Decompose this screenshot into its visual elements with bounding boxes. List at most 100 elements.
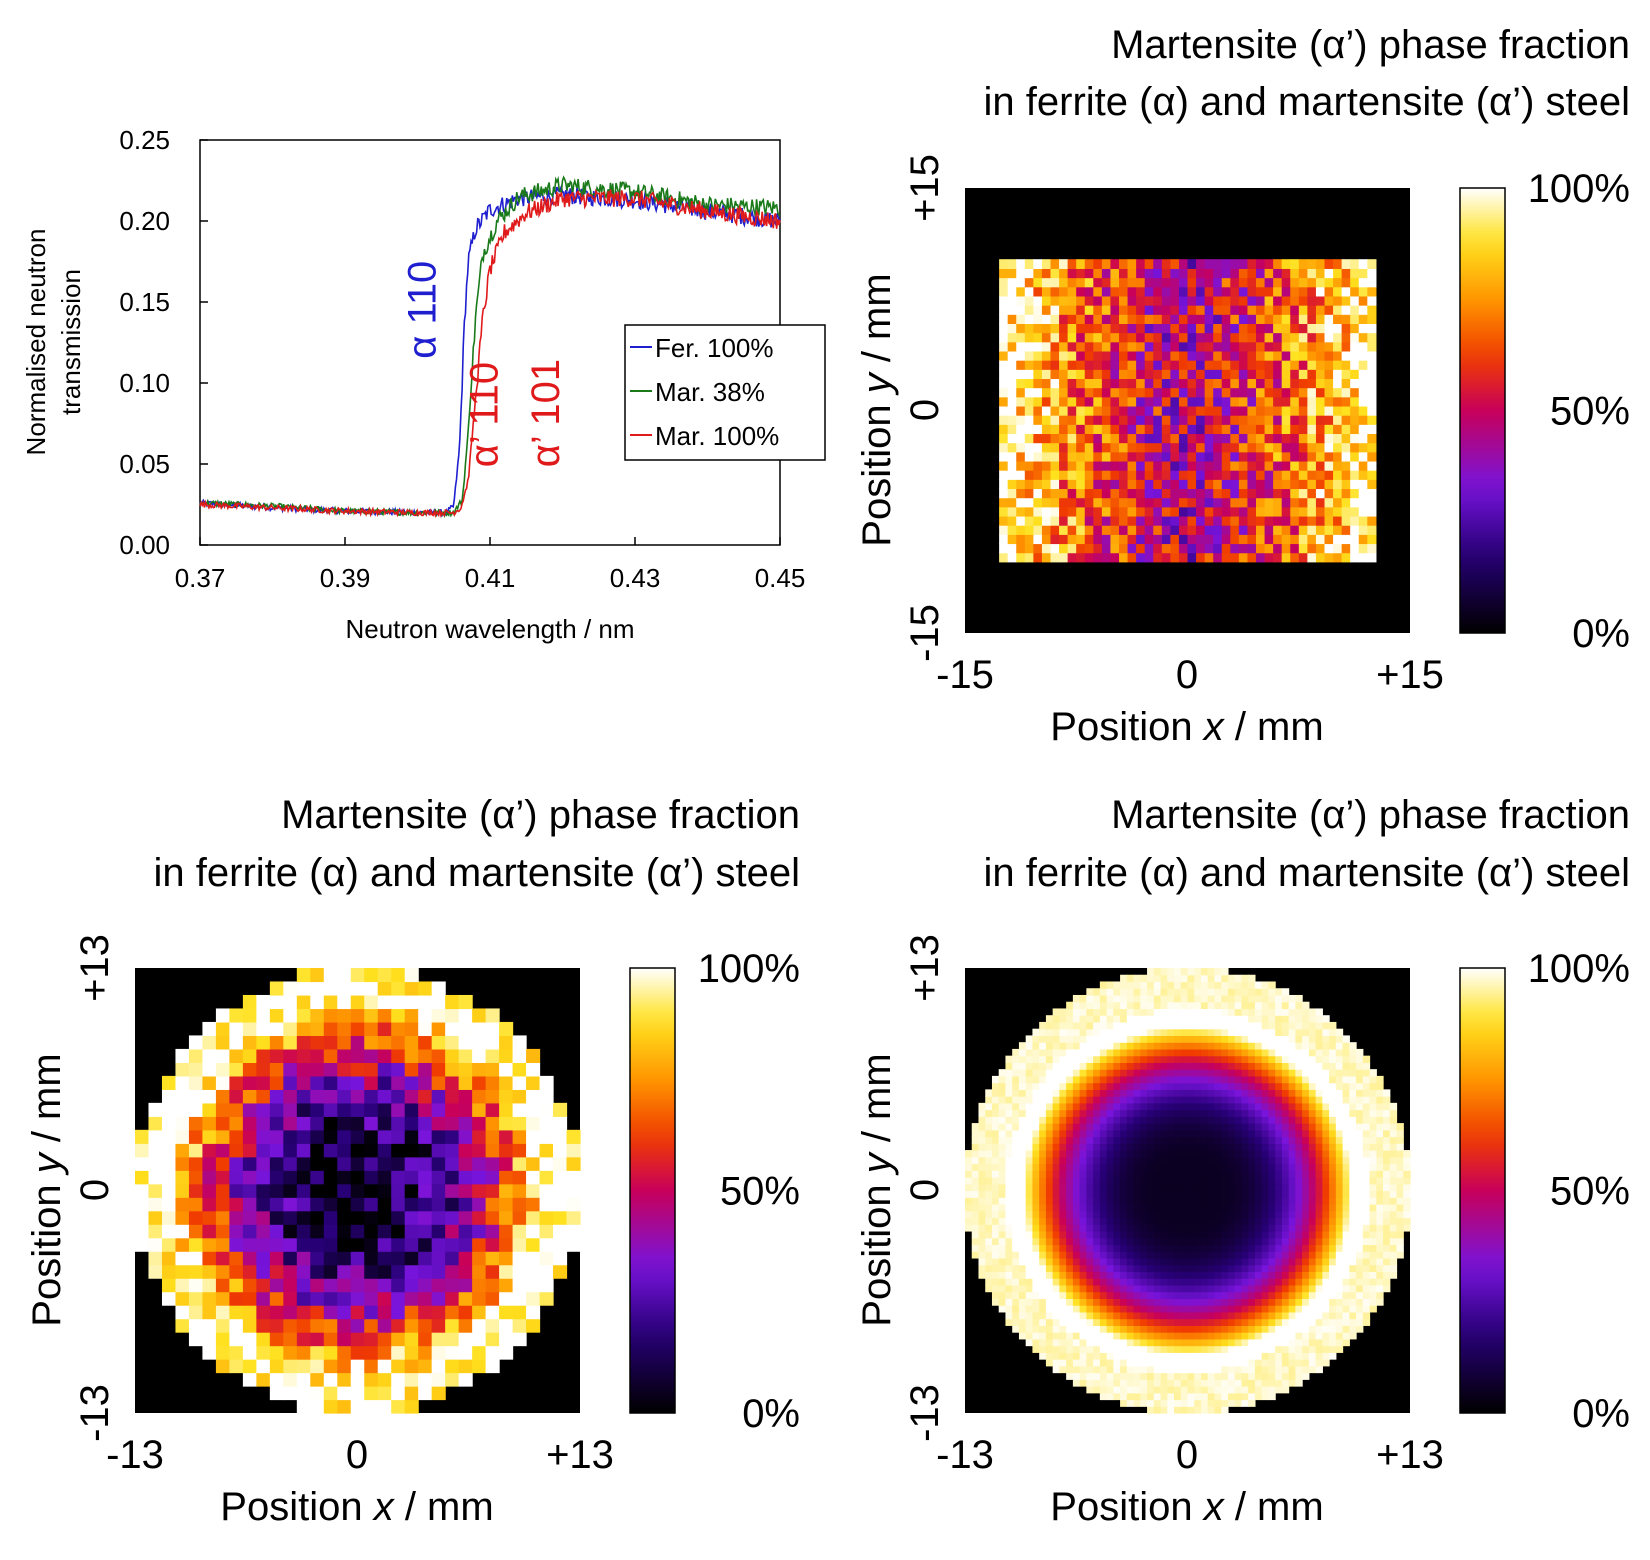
- heatmap-cell: [1309, 1197, 1316, 1204]
- heatmap-cell: [1205, 553, 1214, 563]
- heatmap-cell: [1290, 543, 1299, 553]
- heatmap-cell: [992, 1164, 999, 1171]
- heatmap-cell: [1383, 1217, 1390, 1224]
- heatmap-cell: [972, 1238, 979, 1245]
- heatmap-cell: [1275, 1204, 1282, 1211]
- heatmap-cell: [1316, 268, 1325, 278]
- heatmap-cell: [391, 1238, 405, 1252]
- heatmap-cell: [472, 1008, 486, 1022]
- heatmap-cell: [1356, 1244, 1363, 1251]
- heatmap-cell: [1273, 543, 1282, 553]
- heatmap-cell: [1302, 1123, 1309, 1130]
- heatmap-cell: [1256, 479, 1265, 489]
- heatmap-cell: [1127, 1379, 1134, 1386]
- heatmap-cell: [1289, 1217, 1296, 1224]
- heatmap-cell: [1356, 1292, 1363, 1299]
- heatmap-cell: [364, 1359, 378, 1373]
- heatmap-cell: [1093, 406, 1102, 416]
- heatmap-cell: [1262, 1352, 1269, 1359]
- heatmap-cell: [1025, 415, 1034, 425]
- heatmap-cell: [1336, 1184, 1343, 1191]
- heatmap-cell: [1289, 1319, 1296, 1326]
- heatmap-cell: [445, 1184, 459, 1198]
- heatmap-cell: [1309, 1292, 1316, 1299]
- heatmap-cell: [1268, 1352, 1275, 1359]
- heatmap-cell: [1016, 369, 1025, 379]
- heatmap-cell: [1046, 1352, 1053, 1359]
- heatmap-cell: [391, 1089, 405, 1103]
- heatmap-cell: [1239, 525, 1248, 535]
- heatmap-cell: [1119, 470, 1128, 480]
- heatmap-cell: [1102, 360, 1111, 370]
- heatmap-cell: [1066, 1366, 1073, 1373]
- heatmap-cell: [1188, 378, 1197, 388]
- heatmap-cell: [229, 1022, 243, 1036]
- heatmap-cell: [1110, 360, 1119, 370]
- heatmap-cell: [1265, 516, 1274, 526]
- heatmap-cell: [526, 1292, 540, 1306]
- heatmap-cell: [999, 259, 1008, 269]
- heatmap-cell: [1230, 268, 1239, 278]
- heatmap-cell: [1350, 305, 1359, 315]
- heatmap-cell: [1329, 1217, 1336, 1224]
- heatmap-cell: [1026, 1191, 1033, 1198]
- heatmap-cell: [1221, 1352, 1228, 1359]
- heatmap-cell: [1302, 1325, 1309, 1332]
- heatmap-cell: [324, 981, 338, 995]
- heatmap-cell: [1032, 1164, 1039, 1171]
- heatmap-cell: [1042, 543, 1051, 553]
- heatmap-cell: [1307, 287, 1316, 297]
- heatmap-cell: [148, 1184, 162, 1198]
- heatmap-cell: [1181, 1285, 1188, 1292]
- heatmap-cell: [1350, 378, 1359, 388]
- heatmap-cell: [1100, 1110, 1107, 1117]
- heatmap-cell: [1307, 278, 1316, 288]
- heatmap-cell: [1235, 1231, 1242, 1238]
- heatmap-cell: [1282, 507, 1291, 517]
- heatmap-cell: [1110, 461, 1119, 471]
- heatmap-cell: [1153, 424, 1162, 434]
- heatmap-cell: [1248, 1157, 1255, 1164]
- heatmap-cell: [1256, 287, 1265, 297]
- heatmap-cell: [256, 1089, 270, 1103]
- heatmap-cell: [1247, 424, 1256, 434]
- heatmap-cell: [1239, 305, 1248, 315]
- heatmap-cell: [1008, 342, 1017, 352]
- heatmap-cell: [1356, 1150, 1363, 1157]
- heatmap-cell: [1167, 1177, 1174, 1184]
- heatmap-cell: [1370, 1298, 1377, 1305]
- heatmap-cell: [1397, 1177, 1404, 1184]
- heatmap-cell: [432, 1022, 446, 1036]
- heatmap-cell: [283, 1346, 297, 1360]
- heatmap-cell: [1110, 507, 1119, 517]
- heatmap-cell: [1275, 1379, 1282, 1386]
- heatmap-cell: [999, 1123, 1006, 1130]
- heatmap-cell: [999, 1170, 1006, 1177]
- heatmap-cell: [1316, 314, 1325, 324]
- heatmap-cell: [1248, 1305, 1255, 1312]
- heatmap-cell: [1316, 1217, 1323, 1224]
- heatmap-cell: [1119, 287, 1128, 297]
- heatmap-cell: [1343, 1231, 1350, 1238]
- heatmap-cell: [162, 1278, 176, 1292]
- heatmap-cell: [243, 1103, 257, 1117]
- heatmap-cell: [1147, 1184, 1154, 1191]
- heatmap-cell: [351, 1400, 365, 1414]
- heatmap-cell: [1333, 452, 1342, 462]
- heatmap-cell: [1039, 1305, 1046, 1312]
- heatmap-cell: [310, 1049, 324, 1063]
- heatmap-cell: [1179, 479, 1188, 489]
- heatmap-cell: [1039, 1339, 1046, 1346]
- heatmap-cell: [1140, 1217, 1147, 1224]
- heatmap-cell: [1194, 1265, 1201, 1272]
- heatmap-cell: [1119, 378, 1128, 388]
- heatmap-cell: [1316, 406, 1325, 416]
- heatmap-cell: [1214, 1103, 1221, 1110]
- heatmap-cell: [1025, 479, 1034, 489]
- heatmap-cell: [1170, 259, 1179, 269]
- heatmap-cell: [1273, 470, 1282, 480]
- heatmap-cell: [1201, 1244, 1208, 1251]
- heatmap-cell: [1213, 443, 1222, 453]
- heatmap-cell: [1080, 1298, 1087, 1305]
- heatmap-cell: [1239, 296, 1248, 306]
